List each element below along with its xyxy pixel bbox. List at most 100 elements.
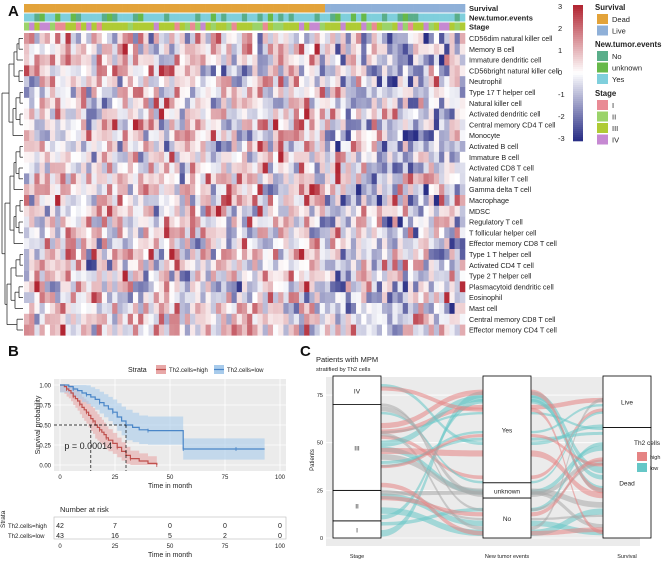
heat-cell [428,195,435,206]
heat-cell [298,281,305,293]
heat-cell [293,249,300,260]
heat-cell [96,184,103,196]
heat-cell [75,270,82,282]
heat-cell [309,205,315,217]
heat-cell [143,184,149,196]
heat-cell [340,195,346,206]
heat-cell [444,87,450,98]
heat-cell [314,141,321,152]
heat-cell [190,205,196,217]
tumor-annotation-cell [361,13,367,22]
heat-cell [91,184,97,196]
heat-cell [402,238,409,250]
heat-cell [195,249,201,260]
tumor-annotation-cell [184,13,191,22]
heat-cell [392,33,398,44]
heat-cell [330,130,336,142]
heat-cell [449,313,455,325]
heat-cell [247,249,253,260]
heat-cell [439,227,445,239]
heat-cell [433,227,440,239]
heat-cell [428,270,435,282]
heat-cell [407,108,414,120]
heat-cell [371,43,378,55]
km-xtick-label: 100 [275,475,286,481]
heat-cell [210,65,217,77]
stage-annotation-cell [75,22,82,31]
heat-cell [356,324,362,336]
heat-cell [439,281,445,293]
heat-cell [444,141,450,152]
legend-swatch [597,25,608,36]
heat-cell [241,324,248,336]
stage-annotation-cell [153,22,160,31]
alluvial-flow [531,407,603,535]
survival-annotation-cell [278,4,284,13]
heat-cell [81,151,87,163]
heat-cell [283,108,289,120]
heat-cell [350,151,357,163]
alluvial-flow [381,432,483,530]
heat-cell [39,292,46,304]
tumor-annotation-cell [231,13,238,22]
heat-cell [86,259,92,271]
heat-cell [257,195,263,206]
heat-cell [226,195,232,206]
colorbar-segment [573,27,583,30]
heat-cell [91,119,97,131]
heat-cell [278,65,284,77]
heat-cell [101,259,108,271]
heat-cell [101,76,108,88]
strata-box [332,404,382,491]
survival-annotation-cell [122,4,129,13]
heat-cell [288,97,295,109]
heat-cell [319,119,326,131]
heat-cell [96,141,103,152]
heat-cell [324,227,331,239]
heat-cell [221,195,227,206]
survival-annotation-cell [402,4,409,13]
heat-cell [345,313,352,325]
heat-cell [257,130,263,142]
heat-cell [132,65,139,77]
heat-cell [29,151,35,163]
heat-cell [70,216,77,228]
heat-cell [205,33,212,44]
heat-cell [81,33,87,44]
colorbar-segment [573,135,583,138]
heat-cell [107,151,113,163]
heat-cell [413,249,419,260]
heat-cell [195,173,201,185]
heat-cell [112,76,118,88]
heat-cell [345,238,352,250]
heat-cell [392,141,398,152]
survival-annotation-cell [241,4,248,13]
heat-cell [366,43,372,55]
heat-cell [252,238,258,250]
heat-cell [283,87,289,98]
heat-cell [138,292,144,304]
heat-cell [138,130,144,142]
heat-cell [179,313,186,325]
heat-cell [81,130,87,142]
heat-cell [132,162,139,174]
heat-cell [107,43,113,55]
heat-cell [330,216,336,228]
heat-cell [345,33,352,44]
heat-cell [236,249,243,260]
heat-cell [449,259,455,271]
heat-cell [267,173,274,185]
heat-cell [174,87,180,98]
tumor-annotation-cell [449,13,455,22]
heat-cell [376,87,383,98]
heat-cell [247,162,253,174]
survival-annotation-cell [330,4,336,13]
heat-cell [273,184,279,196]
heat-cell [29,184,35,196]
heat-cell [454,227,461,239]
heat-cell [247,259,253,271]
heat-cell [376,303,383,314]
row-label: Activated dendritic cell [469,110,541,119]
heat-cell [288,119,295,131]
heat-cell [340,43,346,55]
